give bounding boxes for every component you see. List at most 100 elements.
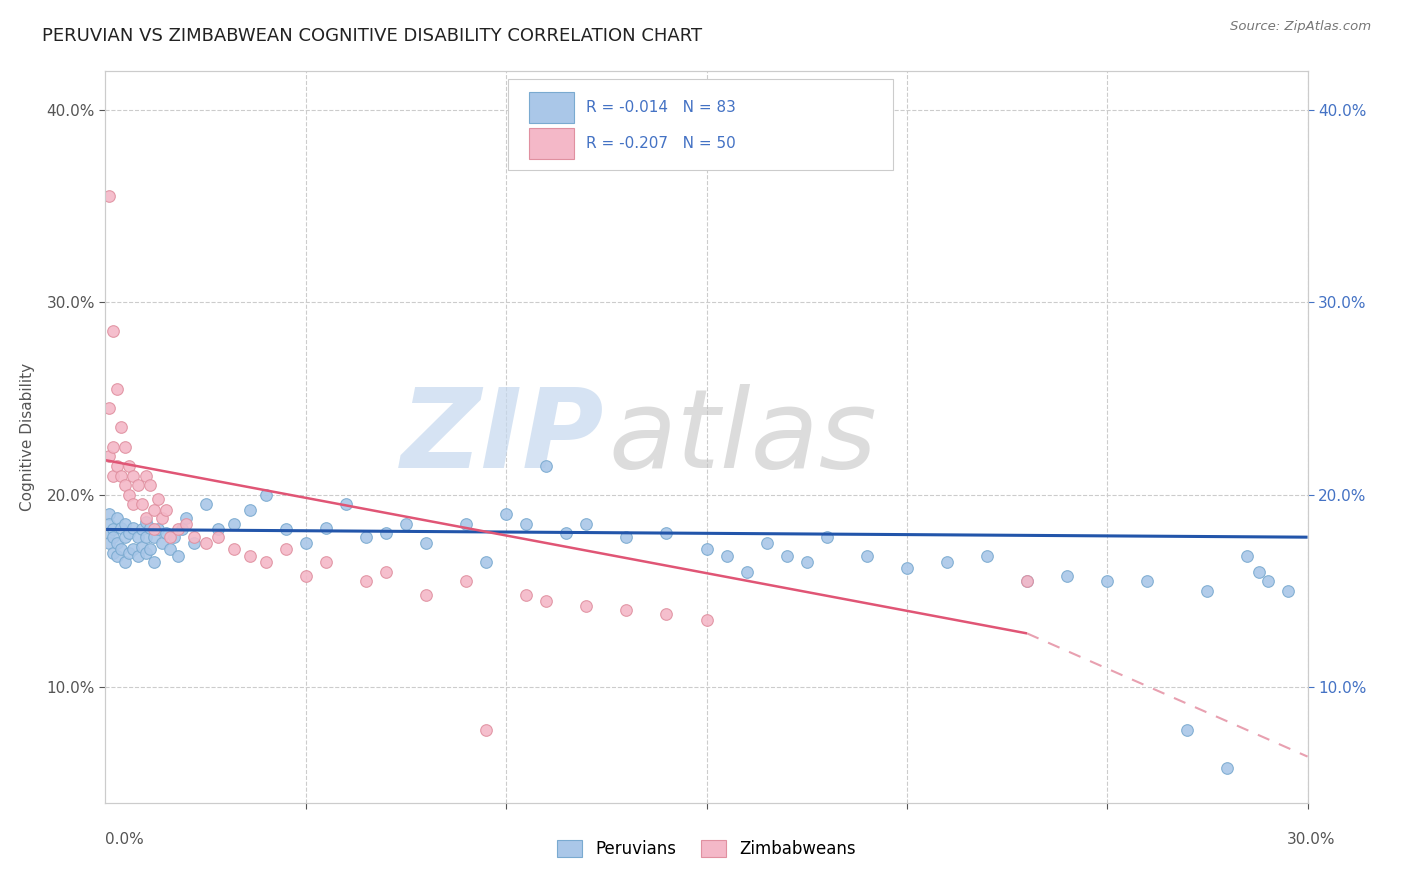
Point [194, 536, 217, 550]
Point [110, 520, 132, 534]
Point [118, 545, 141, 559]
Point [103, 440, 125, 454]
Point [110, 468, 132, 483]
Y-axis label: Cognitive Disability: Cognitive Disability [21, 363, 35, 511]
Point [146, 523, 169, 537]
Point [142, 523, 165, 537]
Point [103, 523, 125, 537]
Legend: Peruvians, Zimbabweans: Peruvians, Zimbabweans [550, 833, 863, 865]
Point [896, 561, 918, 575]
Point [755, 536, 778, 550]
Point [976, 549, 998, 564]
Point [1277, 584, 1299, 599]
Point [354, 574, 377, 589]
Point [274, 541, 297, 556]
Point [415, 588, 437, 602]
Point [166, 549, 188, 564]
Point [159, 541, 181, 556]
Point [118, 488, 141, 502]
Point [107, 382, 129, 396]
Point [456, 574, 478, 589]
Point [315, 555, 337, 569]
Point [735, 565, 758, 579]
Point [1017, 574, 1039, 589]
Point [135, 545, 157, 559]
Point [354, 530, 377, 544]
Point [114, 516, 136, 531]
Point [135, 468, 157, 483]
Point [239, 503, 262, 517]
Point [103, 530, 125, 544]
Point [138, 541, 160, 556]
Point [110, 541, 132, 556]
Point [1216, 761, 1239, 775]
Point [655, 607, 678, 622]
Point [796, 555, 818, 569]
Point [495, 507, 517, 521]
Point [122, 520, 145, 534]
Point [131, 540, 153, 554]
Point [98, 450, 121, 464]
Point [118, 526, 141, 541]
Point [146, 491, 169, 506]
Point [936, 555, 959, 569]
Point [696, 613, 718, 627]
Point [222, 516, 245, 531]
Point [135, 530, 157, 544]
Point [1017, 574, 1039, 589]
Point [1056, 568, 1078, 582]
Point [98, 507, 121, 521]
Point [135, 515, 157, 529]
Point [696, 541, 718, 556]
Text: PERUVIAN VS ZIMBABWEAN COGNITIVE DISABILITY CORRELATION CHART: PERUVIAN VS ZIMBABWEAN COGNITIVE DISABIL… [42, 27, 703, 45]
Point [1136, 574, 1159, 589]
Point [107, 549, 129, 564]
Text: ZIP: ZIP [401, 384, 605, 491]
Point [114, 440, 136, 454]
Point [515, 516, 537, 531]
Point [555, 526, 578, 541]
Text: R = -0.207   N = 50: R = -0.207 N = 50 [586, 136, 737, 152]
Point [98, 516, 121, 531]
Point [616, 530, 638, 544]
Point [103, 324, 125, 338]
Point [575, 516, 598, 531]
Point [150, 536, 173, 550]
Point [194, 498, 217, 512]
Point [1236, 549, 1258, 564]
Point [239, 549, 262, 564]
Point [1249, 565, 1271, 579]
Point [98, 526, 121, 541]
Point [616, 603, 638, 617]
Text: Source: ZipAtlas.com: Source: ZipAtlas.com [1230, 20, 1371, 33]
Point [118, 458, 141, 473]
Point [415, 536, 437, 550]
Point [138, 520, 160, 534]
Point [131, 498, 153, 512]
Point [776, 549, 799, 564]
FancyBboxPatch shape [508, 78, 893, 170]
Point [515, 588, 537, 602]
Point [155, 526, 177, 541]
Point [114, 530, 136, 544]
Point [107, 536, 129, 550]
Point [122, 468, 145, 483]
Text: R = -0.014   N = 83: R = -0.014 N = 83 [586, 100, 737, 115]
Point [536, 458, 558, 473]
Point [254, 555, 277, 569]
Point [114, 478, 136, 492]
Text: 30.0%: 30.0% [1288, 832, 1336, 847]
Point [110, 420, 132, 434]
Point [138, 478, 160, 492]
Point [295, 536, 318, 550]
Point [127, 530, 149, 544]
Point [166, 523, 188, 537]
Point [142, 555, 165, 569]
Point [183, 530, 205, 544]
Point [103, 545, 125, 559]
Point [159, 530, 181, 544]
Point [135, 511, 157, 525]
Point [150, 511, 173, 525]
Point [174, 511, 197, 525]
Point [107, 511, 129, 525]
